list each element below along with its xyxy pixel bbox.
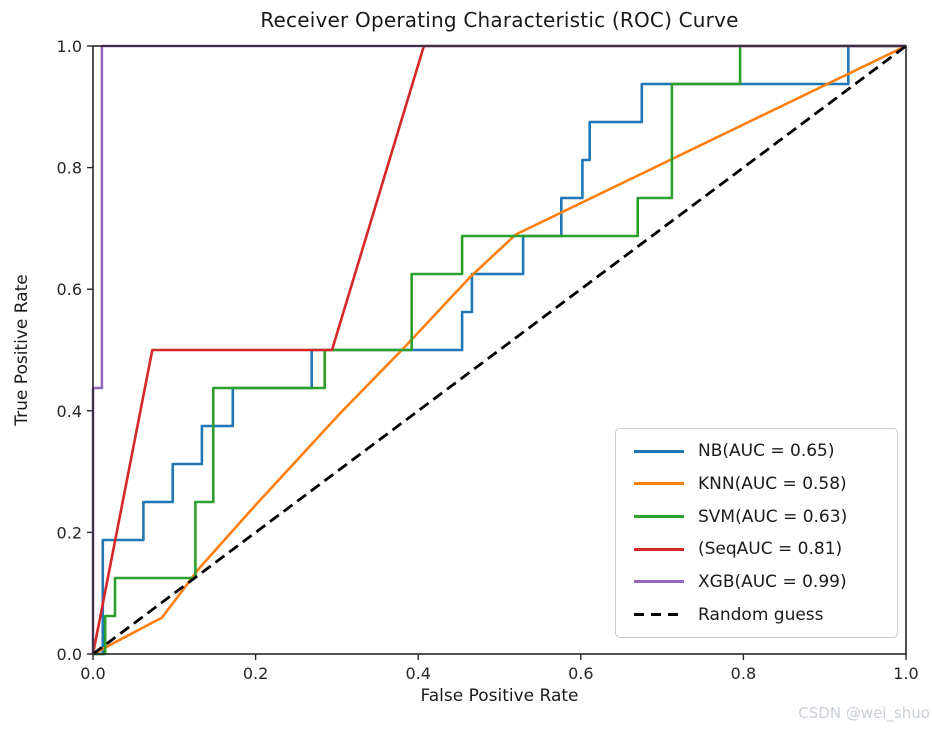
y-axis-label: True Positive Rate — [12, 274, 32, 426]
legend-line-sample — [634, 515, 684, 519]
legend-label: XGB(AUC = 0.99) — [698, 571, 847, 592]
legend-item: SVM(AUC = 0.63) — [628, 507, 885, 527]
legend-dashed-line-sample — [634, 613, 684, 617]
legend-item: Random guess — [628, 605, 885, 625]
legend-label: NB(AUC = 0.65) — [698, 441, 835, 462]
plot-border — [92, 45, 907, 655]
x-tick-label: 1.0 — [893, 664, 918, 683]
legend-item: (SeqAUC = 0.81) — [628, 539, 885, 559]
chart-title: Receiver Operating Characteristic (ROC) … — [260, 8, 739, 32]
legend: NB(AUC = 0.65) KNN(AUC = 0.58) SVM(AUC = 0… — [615, 428, 898, 638]
y-tick-label: 0.6 — [57, 280, 82, 299]
legend-line-sample — [634, 580, 684, 584]
y-tick-label: 0.0 — [57, 645, 82, 664]
y-tick-label: 1.0 — [57, 37, 82, 56]
legend-label: SVM(AUC = 0.63) — [698, 506, 848, 527]
watermark: CSDN @wei_shuo — [798, 704, 930, 722]
legend-label: Random guess — [698, 604, 824, 625]
x-tick-label: 0.6 — [568, 664, 593, 683]
y-tick-label: 0.2 — [57, 523, 82, 542]
legend-label: KNN(AUC = 0.58) — [698, 473, 847, 494]
legend-label: (SeqAUC = 0.81) — [698, 539, 843, 560]
legend-item: KNN(AUC = 0.58) — [628, 474, 885, 494]
x-tick-label: 0.4 — [405, 664, 430, 683]
y-tick-label: 0.8 — [57, 159, 82, 178]
x-axis-label: False Positive Rate — [420, 686, 579, 706]
legend-item: XGB(AUC = 0.99) — [628, 572, 885, 592]
series-line-svm — [93, 44, 906, 656]
x-tick-label: 0.2 — [243, 664, 268, 683]
series-line-nb — [93, 44, 906, 656]
series-line-knn — [92, 44, 907, 656]
legend-line-sample — [634, 482, 684, 486]
x-tick-label: 0.0 — [80, 664, 105, 683]
legend-line-sample — [634, 449, 684, 453]
x-tick-label: 0.8 — [731, 664, 756, 683]
legend-line-sample — [634, 547, 684, 551]
legend-item: NB(AUC = 0.65) — [628, 441, 885, 461]
y-tick-label: 0.4 — [57, 402, 82, 421]
